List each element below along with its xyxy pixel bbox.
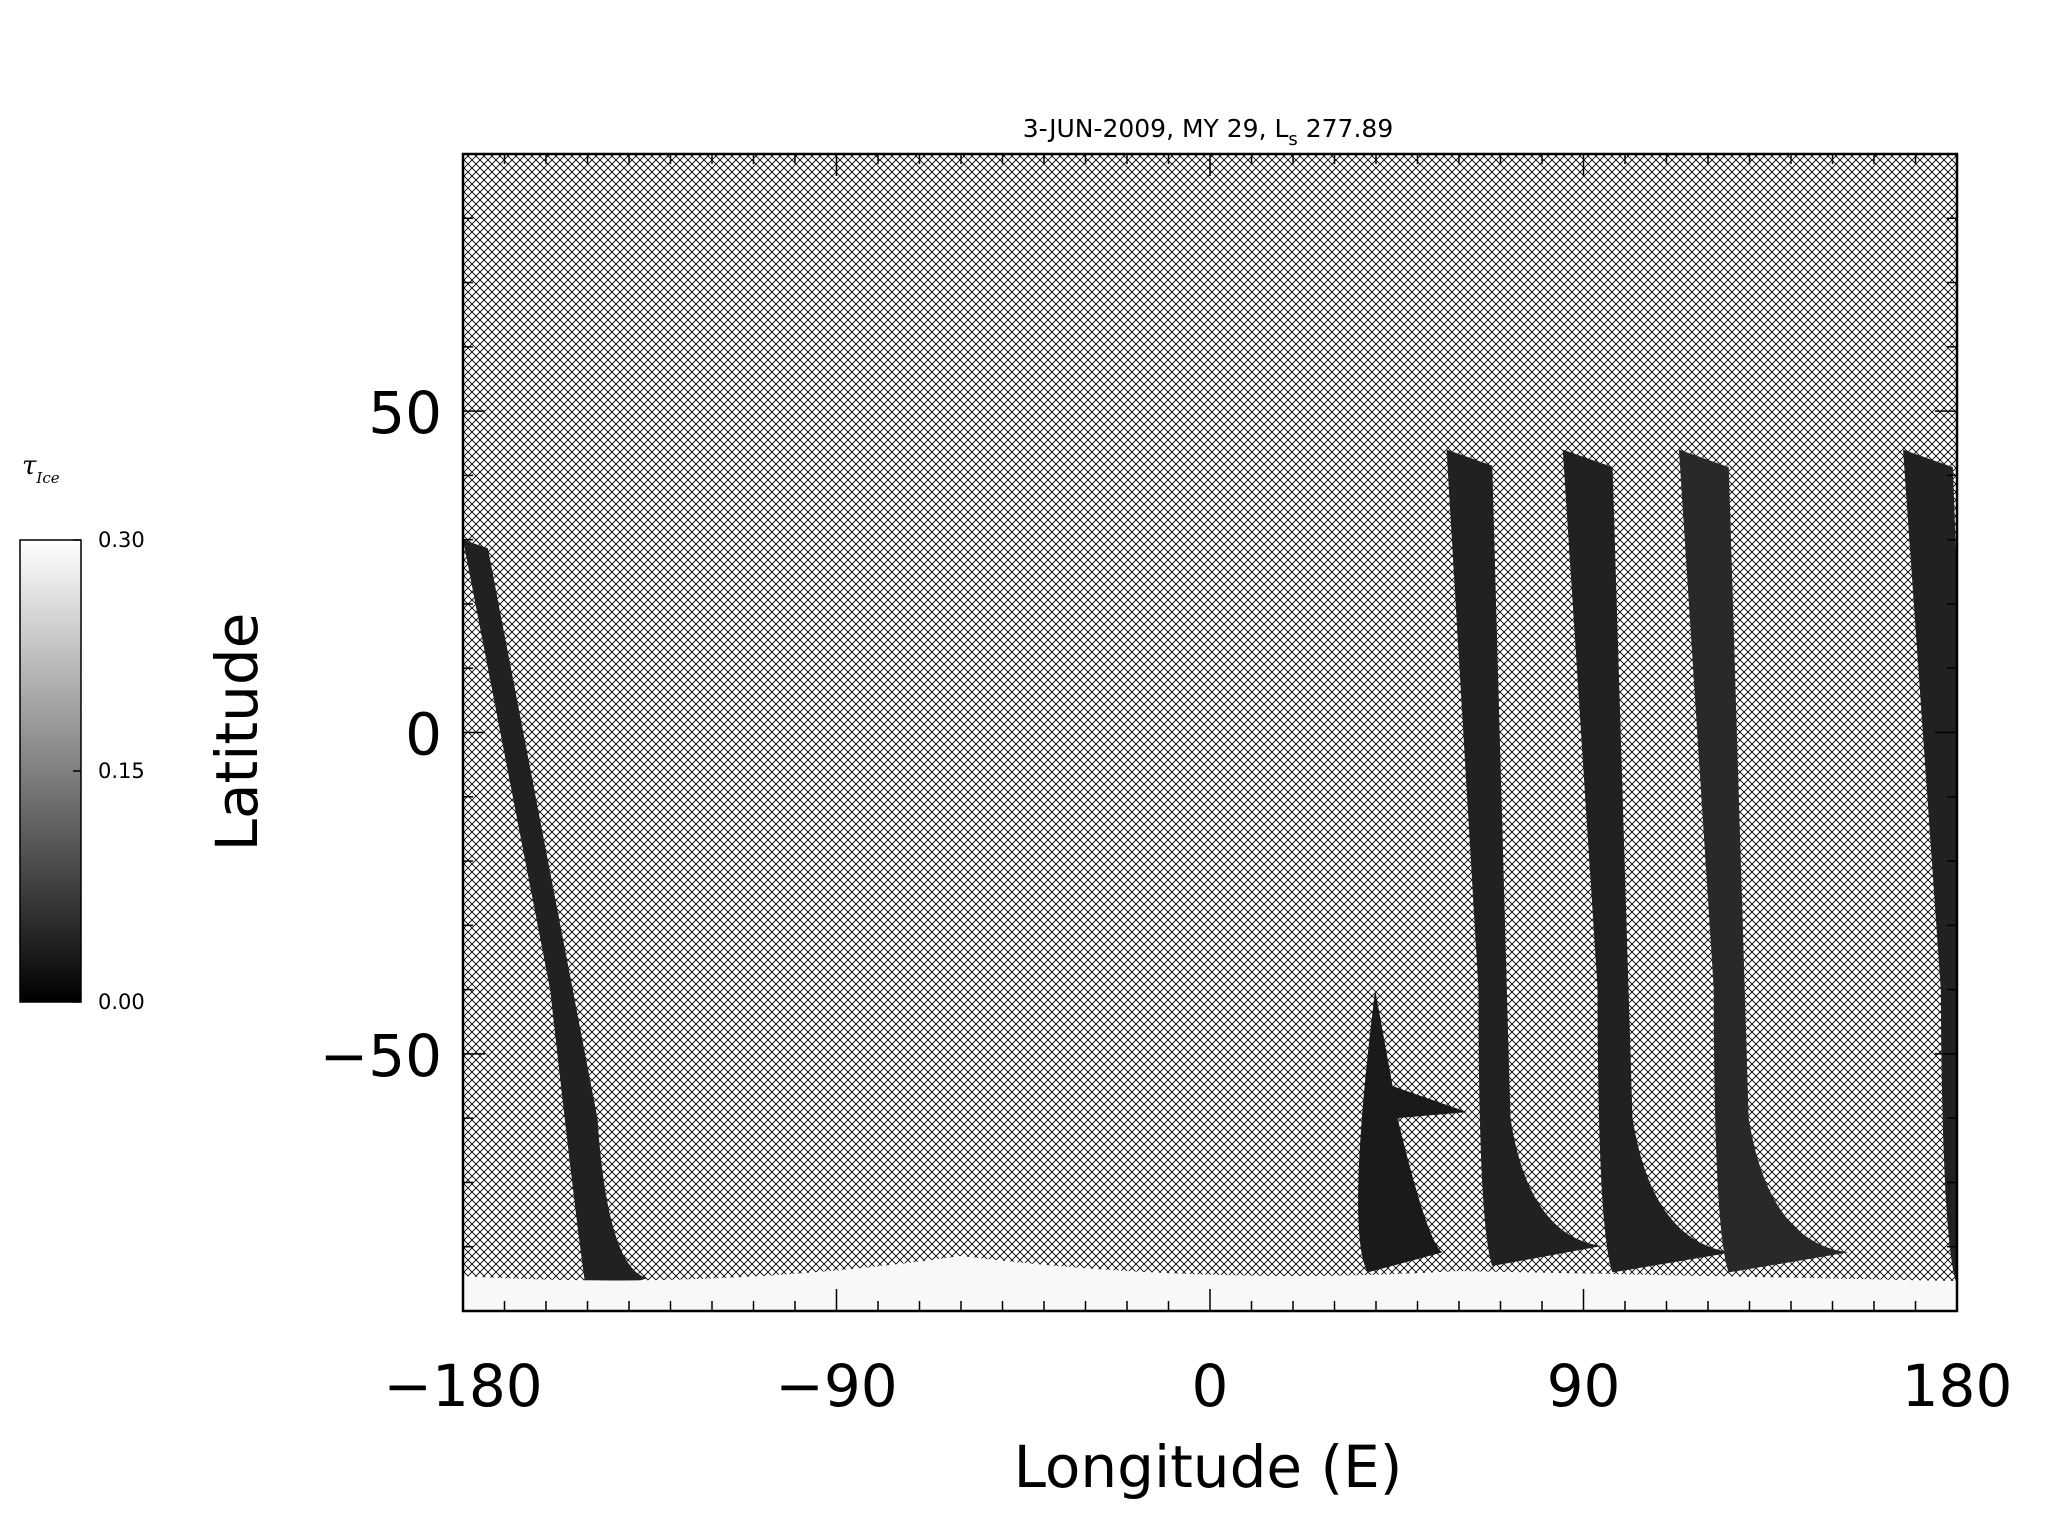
- x-axis-title: Longitude (E): [1014, 1433, 1403, 1501]
- y-tick-label: 50: [368, 379, 442, 447]
- x-tick-labels: −180 −90 0 90 180: [383, 1352, 2012, 1420]
- swath-2: [1562, 449, 1733, 1273]
- swath-6: [1358, 989, 1468, 1273]
- data-swaths: [463, 449, 1957, 1311]
- chart-title: 3-JUN-2009, MY 29, Ls 277.89: [1023, 114, 1393, 150]
- colorbar-title: τIce: [22, 451, 60, 487]
- plot-area: [463, 154, 1957, 1311]
- colorbar-tick-label: 0.00: [98, 990, 145, 1014]
- x-tick-label: −90: [775, 1352, 897, 1420]
- colorbar-ticks: 0.30 0.15 0.00: [73, 528, 145, 1014]
- x-tick-label: 0: [1192, 1352, 1229, 1420]
- swath-3: [1678, 449, 1849, 1273]
- y-tick-label: 0: [405, 701, 442, 769]
- colorbar-tick-label: 0.15: [98, 759, 145, 783]
- colorbar-tick-label: 0.30: [98, 528, 145, 552]
- x-tick-label: −180: [383, 1352, 542, 1420]
- x-tick-label: 180: [1902, 1352, 2013, 1420]
- swath-4: [1903, 449, 1957, 1286]
- swath-1: [1446, 449, 1602, 1267]
- colorbar: τIce 0.30 0.15 0.00: [19, 451, 145, 1014]
- tick-marks: [462, 153, 1958, 1312]
- colorbar-gradient: [19, 539, 82, 1003]
- y-tick-labels: 50 0 −50: [320, 379, 442, 1090]
- y-axis-title: Latitude: [203, 613, 271, 852]
- swath-5: [463, 539, 648, 1299]
- x-tick-label: 90: [1547, 1352, 1621, 1420]
- y-tick-label: −50: [320, 1022, 442, 1090]
